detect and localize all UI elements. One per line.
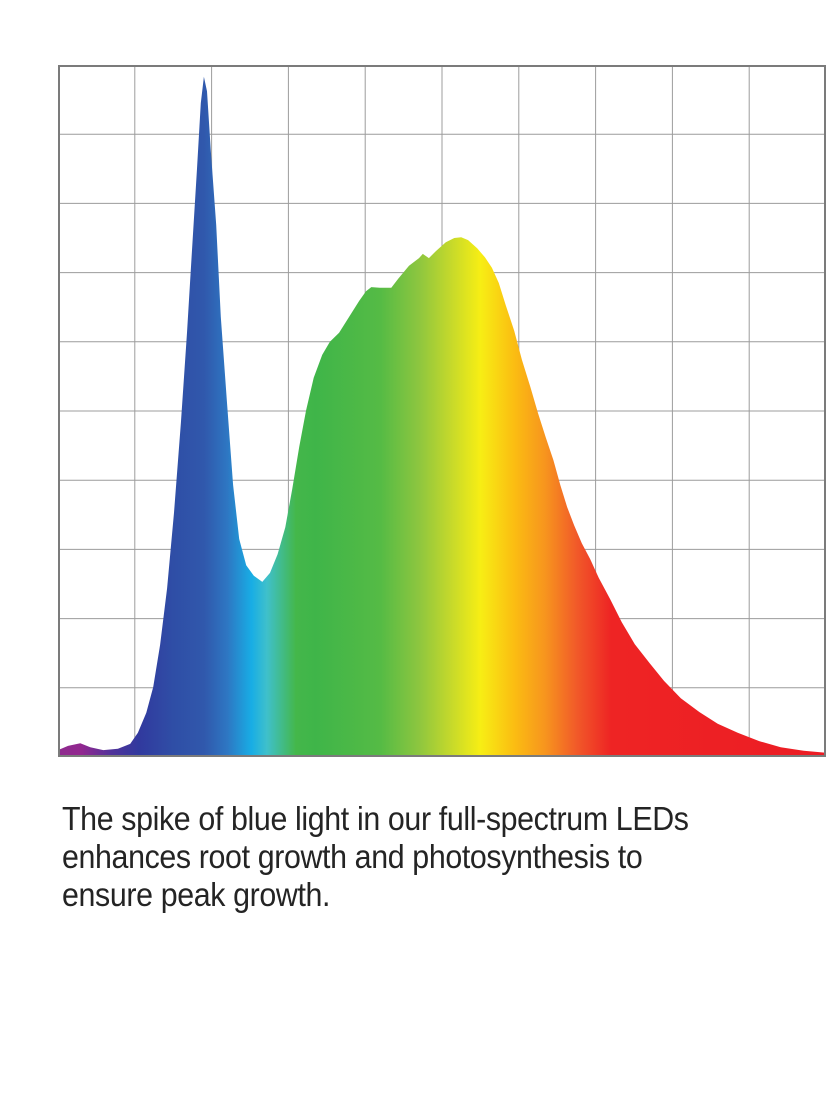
plot-border bbox=[58, 65, 826, 757]
caption-line-2: enhances root growth and photosynthesis … bbox=[62, 838, 643, 875]
caption-line-3: ensure peak growth. bbox=[62, 876, 331, 913]
caption-line-1: The spike of blue light in our full-spec… bbox=[62, 800, 689, 837]
spectrum-area bbox=[58, 76, 826, 757]
spectrum-area-plot bbox=[58, 65, 826, 757]
chart-caption: The spike of blue light in our full-spec… bbox=[62, 800, 822, 914]
led-spectrum-chart bbox=[58, 65, 826, 757]
